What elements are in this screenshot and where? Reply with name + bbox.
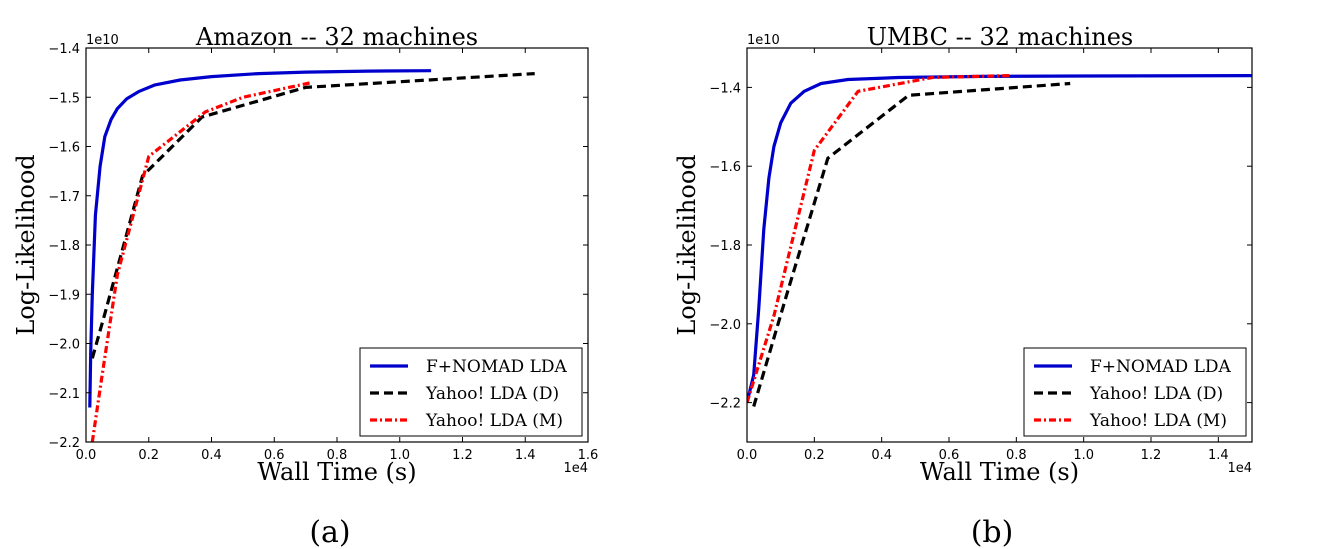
x-multiplier: 1e4 bbox=[1227, 461, 1252, 476]
panel-b: 0.0 0.2 0.4 0.6 0.8 1.0 1.2 1.4 −2.2 −2.0 −1.8 −1.6… bbox=[673, 23, 1253, 549]
legend-label: F+NOMAD LDA bbox=[426, 357, 567, 377]
x-tick-label: 1.2 bbox=[1141, 448, 1162, 463]
x-tick-label: 0.8 bbox=[1006, 448, 1027, 463]
y-tick-label: −1.8 bbox=[48, 239, 80, 254]
x-axis-label: Wall Time (s) bbox=[920, 458, 1079, 486]
series-line-yahoo-lda-m bbox=[747, 74, 1010, 404]
x-tick-label: 0.6 bbox=[939, 448, 960, 463]
legend-label: Yahoo! LDA (M) bbox=[425, 411, 563, 431]
y-axis-label: Log-Likelihood bbox=[12, 154, 40, 335]
x-tick-label: 1.0 bbox=[389, 448, 410, 463]
y-tick-label: −1.4 bbox=[48, 42, 80, 57]
y-tick-label: −2.2 bbox=[709, 397, 741, 412]
y-tick-label: −1.5 bbox=[48, 91, 80, 106]
panel-label: (b) bbox=[971, 515, 1014, 549]
legend: F+NOMAD LDA Yahoo! LDA (D) Yahoo! LDA (M) bbox=[1023, 347, 1247, 437]
legend-label: Yahoo! LDA (D) bbox=[425, 384, 559, 404]
x-tick-label: 0.4 bbox=[201, 448, 222, 463]
series-line-yahoo-lda-m bbox=[90, 80, 313, 442]
series-line-f-nomad-lda bbox=[88, 69, 432, 408]
series-line-f-nomad-lda bbox=[747, 74, 1252, 403]
chart-title: Amazon -- 32 machines bbox=[195, 23, 478, 51]
x-tick-label: 0.2 bbox=[804, 448, 825, 463]
x-tick-label: 0.0 bbox=[76, 448, 97, 463]
y-tick-label: −2.0 bbox=[709, 318, 741, 333]
y-tick-label: −1.9 bbox=[48, 288, 80, 303]
x-tick-label: 0.6 bbox=[264, 448, 285, 463]
x-axis-label: Wall Time (s) bbox=[257, 458, 416, 486]
series-group bbox=[747, 74, 1252, 407]
panel-a: 0.0 0.2 0.4 0.6 0.8 1.0 1.2 1.4 1.6 −2.2 −2.1 −2.0 −… bbox=[12, 23, 598, 549]
x-tick-label: 1.4 bbox=[1208, 448, 1229, 463]
y-tick-label: −1.6 bbox=[709, 160, 741, 175]
chart-title: UMBC -- 32 machines bbox=[867, 23, 1134, 51]
x-tick-label: 0.0 bbox=[737, 448, 758, 463]
y-multiplier: 1e10 bbox=[747, 33, 780, 48]
x-tick-label: 0.2 bbox=[138, 448, 159, 463]
x-tick-label: 1.4 bbox=[515, 448, 536, 463]
x-tick-label: 1.6 bbox=[578, 448, 599, 463]
x-tick-label: 1.2 bbox=[452, 448, 473, 463]
x-tick-label: 1.0 bbox=[1073, 448, 1094, 463]
y-tick-label: −2.0 bbox=[48, 338, 80, 353]
panel-label: (a) bbox=[309, 515, 350, 549]
legend-label: Yahoo! LDA (D) bbox=[1089, 384, 1223, 404]
y-tick-label: −1.8 bbox=[709, 239, 741, 254]
series-line-yahoo-lda-d bbox=[90, 72, 535, 359]
y-tick-label: −2.1 bbox=[48, 387, 80, 402]
y-axis-label: Log-Likelihood bbox=[673, 154, 701, 335]
x-multiplier: 1e4 bbox=[563, 461, 588, 476]
y-tick-label: −1.4 bbox=[709, 81, 741, 96]
y-multiplier: 1e10 bbox=[86, 33, 119, 48]
x-tick-label: 0.8 bbox=[327, 448, 348, 463]
series-line-yahoo-lda-d bbox=[752, 81, 1071, 407]
x-tick-label: 0.4 bbox=[871, 448, 892, 463]
series-group bbox=[88, 69, 535, 442]
y-tick-label: −1.6 bbox=[48, 141, 80, 156]
legend-label: F+NOMAD LDA bbox=[1090, 357, 1231, 377]
legend-label: Yahoo! LDA (M) bbox=[1089, 411, 1227, 431]
y-tick-label: −2.2 bbox=[48, 436, 80, 451]
y-tick-label: −1.7 bbox=[48, 190, 80, 205]
legend: F+NOMAD LDA Yahoo! LDA (D) Yahoo! LDA (M) bbox=[359, 347, 583, 437]
